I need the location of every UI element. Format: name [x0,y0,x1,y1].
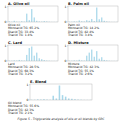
bar [29,48,30,61]
y-tick-label: 0 [65,20,67,24]
note: Triacid TG: 1.4% [7,33,33,37]
y-tick [29,84,30,85]
bar [89,53,90,61]
bar [29,20,30,22]
bar [68,98,70,100]
bar [59,86,61,100]
y-tick-label: 1 [5,44,7,48]
y-tick [67,45,68,46]
panel: D. Mixture01MixtureMonoacid TG: 42.3%Dia… [65,41,118,77]
y-tick-label: 0 [5,20,7,24]
bar [39,58,40,61]
y-tick-label: 1 [5,5,7,9]
bar [91,19,92,22]
bar [62,95,64,100]
panel-title: E. Blend [30,80,47,84]
bar [26,14,27,22]
bars [31,86,91,100]
bar [26,55,27,61]
caption: Figure 5 - Triglyceride analysis of oils… [18,117,106,121]
plot-frame [8,6,58,22]
y-tick-label: 1 [65,44,67,48]
y-tick-label: 0 [27,98,29,102]
bar [94,21,95,22]
plot-frame [68,6,118,22]
y-tick [7,6,8,7]
panel: E. Blend01Oil blendMonoacid TG: 55.6%Dia… [7,80,92,116]
panel-title: D. Mixture [68,41,89,45]
bars [9,47,58,61]
panel: B. Palm oil01Palm oilMonoacid TG: 14.2%D… [65,2,118,38]
plot-frame [30,84,92,100]
figure: A. Olive oil01Olive oilMonoacid TG: 65.2… [0,0,122,121]
panel: A. Olive oil01Olive oilMonoacid TG: 65.2… [5,2,58,38]
bar [96,8,97,22]
bar [41,59,42,61]
bar [36,53,37,61]
bar [101,17,102,22]
panel: C. Lard01LardMonoacid TG: 28.5%Diacid TG… [5,41,58,77]
y-tick-label: 0 [5,59,7,63]
panel-title: B. Palm oil [68,2,89,6]
bar [31,9,32,22]
bar [56,98,58,100]
plot-frame [68,45,118,61]
note: Triacid TG: 2.1% [7,111,33,115]
bar [44,60,45,61]
panel-title: A. Olive oil [8,2,29,6]
bars [69,50,118,61]
bar [31,47,32,61]
note: Triacid TG: 3.4% [67,33,93,37]
y-tick-label: 0 [65,59,67,63]
y-tick-label: 1 [65,5,67,9]
bar [34,17,35,22]
bar [34,56,35,61]
bar [99,59,100,61]
y-tick [7,45,8,46]
y-tick [29,100,30,101]
bars [69,8,118,22]
bars [9,9,58,22]
note: Triacid TG: 3.2% [7,72,33,76]
y-tick [67,6,68,7]
plot-frame [8,45,58,61]
bar [91,50,92,61]
bar [86,20,87,22]
bar [99,19,100,22]
y-tick-label: 1 [27,83,29,87]
bar [96,51,97,61]
note: Triacid TG: 2.6% [67,72,93,76]
bar [44,21,45,22]
panel-title: C. Lard [8,41,22,45]
bar [94,57,95,61]
bar [101,57,102,61]
bar [65,97,67,100]
bar [86,56,87,61]
bar [52,96,54,100]
